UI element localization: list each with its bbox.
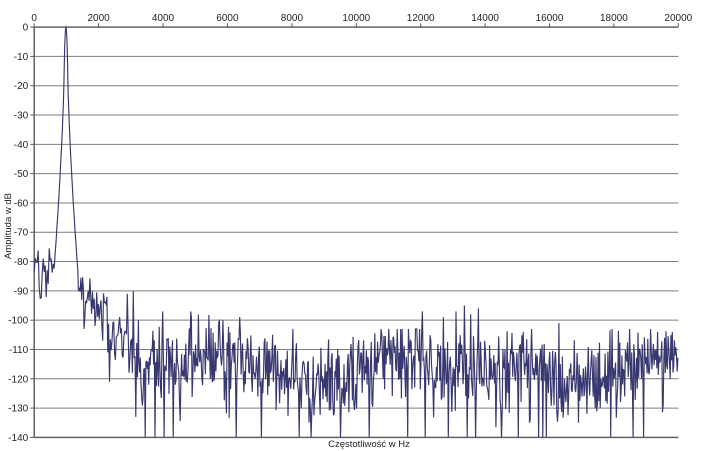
- svg-text:-20: -20: [14, 81, 29, 92]
- svg-text:-80: -80: [14, 257, 29, 268]
- svg-text:-40: -40: [14, 140, 29, 151]
- svg-text:16000: 16000: [536, 13, 564, 24]
- svg-text:20000: 20000: [664, 13, 692, 24]
- svg-text:-50: -50: [14, 169, 29, 180]
- svg-text:0: 0: [31, 13, 37, 24]
- svg-text:0: 0: [23, 23, 29, 34]
- svg-text:18000: 18000: [600, 13, 628, 24]
- svg-text:14000: 14000: [471, 13, 499, 24]
- svg-text:-100: -100: [8, 316, 28, 327]
- svg-text:12000: 12000: [407, 13, 435, 24]
- svg-text:-70: -70: [14, 228, 29, 239]
- svg-text:-90: -90: [14, 286, 29, 297]
- svg-text:2000: 2000: [87, 13, 110, 24]
- svg-text:-110: -110: [9, 345, 29, 356]
- svg-text:6000: 6000: [216, 13, 239, 24]
- svg-text:Amplituda w dB: Amplituda w dB: [3, 193, 14, 259]
- svg-text:-60: -60: [14, 198, 29, 209]
- svg-text:-10: -10: [14, 52, 29, 63]
- svg-text:Częstotliwość w Hz: Częstotliwość w Hz: [328, 439, 410, 450]
- svg-text:-30: -30: [14, 111, 29, 122]
- svg-text:-120: -120: [8, 374, 28, 385]
- svg-text:-130: -130: [8, 404, 28, 415]
- svg-text:8000: 8000: [281, 13, 304, 24]
- svg-text:10000: 10000: [342, 13, 370, 24]
- svg-text:-140: -140: [8, 433, 28, 444]
- svg-text:4000: 4000: [152, 13, 175, 24]
